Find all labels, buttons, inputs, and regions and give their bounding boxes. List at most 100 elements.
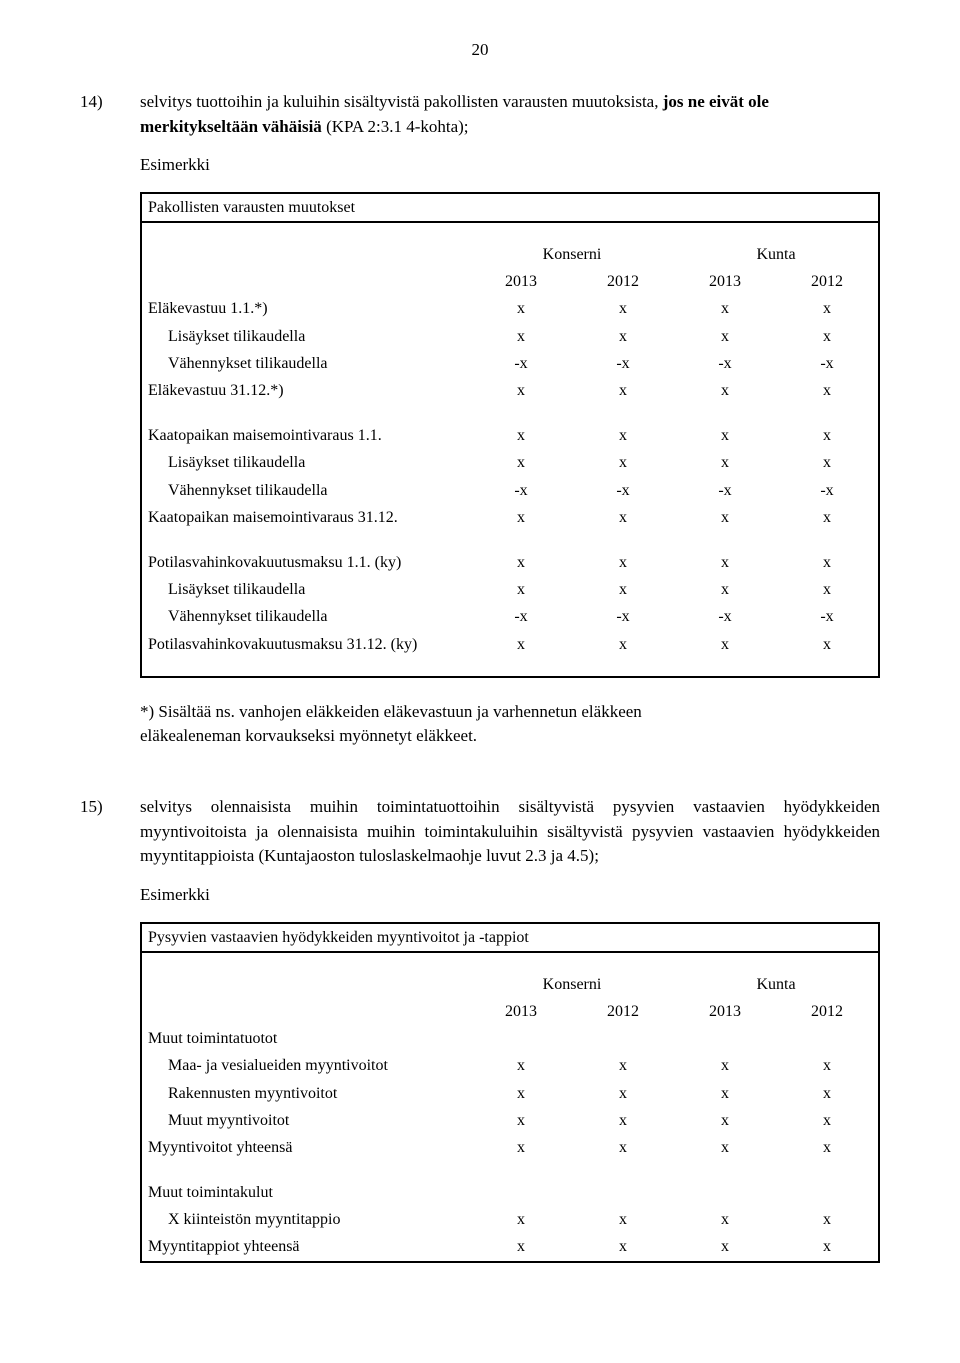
row-val: -x — [572, 477, 674, 504]
table-row: Rakennusten myyntivoitot x x x x — [141, 1080, 879, 1107]
row-val: x — [572, 377, 674, 404]
row-label: Muut myyntivoitot — [141, 1107, 470, 1134]
row-val: x — [674, 295, 776, 322]
row-val: x — [572, 422, 674, 449]
row-val: x — [776, 422, 879, 449]
row-val: -x — [776, 603, 879, 630]
row-val: x — [674, 504, 776, 531]
row-val: -x — [776, 350, 879, 377]
table-row: Potilasvahinkovakuutusmaksu 1.1. (ky) x … — [141, 549, 879, 576]
table-row: Muut toimintakulut — [141, 1179, 879, 1206]
row-val: x — [776, 1080, 879, 1107]
row-val: x — [572, 1206, 674, 1233]
row-val: x — [572, 1134, 674, 1161]
table-15-wrapper: Pysyvien vastaavien hyödykkeiden myyntiv… — [140, 922, 880, 1263]
row-label: X kiinteistön myyntitappio — [141, 1206, 470, 1233]
table-row: Lisäykset tilikaudella x x x x — [141, 449, 879, 476]
section-14-text-pre: selvitys tuottoihin ja kuluihin sisältyv… — [140, 92, 663, 111]
row-label: Vähennykset tilikaudella — [141, 603, 470, 630]
row-val: x — [776, 323, 879, 350]
row-val: x — [776, 549, 879, 576]
row-val: x — [470, 504, 572, 531]
row-val: -x — [674, 350, 776, 377]
table-15-y2: 2012 — [572, 998, 674, 1025]
row-val: x — [470, 1206, 572, 1233]
example-label: Esimerkki — [140, 153, 880, 178]
table-row: Muut myyntivoitot x x x x — [141, 1107, 879, 1134]
table-row: Potilasvahinkovakuutusmaksu 31.12. (ky) … — [141, 631, 879, 658]
table-14-footnote: *) Sisältää ns. vanhojen eläkkeiden eläk… — [140, 700, 880, 749]
row-val: x — [470, 1107, 572, 1134]
table-14-y2: 2012 — [572, 268, 674, 295]
row-val: x — [674, 1080, 776, 1107]
row-val: x — [776, 1134, 879, 1161]
section-14-text: selvitys tuottoihin ja kuluihin sisältyv… — [140, 90, 880, 139]
table-15-y3: 2013 — [674, 998, 776, 1025]
row-val: x — [776, 1233, 879, 1261]
section-15-text: selvitys olennaisista muihin toimintatuo… — [140, 795, 880, 869]
row-val: x — [674, 576, 776, 603]
document-page: 20 14) selvitys tuottoihin ja kuluihin s… — [0, 0, 960, 1363]
table-row: Kaatopaikan maisemointivaraus 31.12. x x… — [141, 504, 879, 531]
row-val: x — [674, 1052, 776, 1079]
table-15: Pysyvien vastaavien hyödykkeiden myyntiv… — [140, 922, 880, 1263]
row-heading: Muut toimintatuotot — [141, 1025, 470, 1052]
table-14-y1: 2013 — [470, 268, 572, 295]
section-14: 14) selvitys tuottoihin ja kuluihin sisä… — [80, 90, 880, 749]
section-14-body: selvitys tuottoihin ja kuluihin sisältyv… — [140, 90, 880, 749]
table-15-group2: Kunta — [674, 971, 879, 998]
row-label: Eläkevastuu 1.1.*) — [141, 295, 470, 322]
row-val: x — [674, 1206, 776, 1233]
row-val: x — [572, 1233, 674, 1261]
row-val: -x — [674, 477, 776, 504]
table-15-title-row: Pysyvien vastaavien hyödykkeiden myyntiv… — [141, 923, 879, 952]
row-label: Vähennykset tilikaudella — [141, 477, 470, 504]
row-val: x — [776, 295, 879, 322]
row-val: x — [470, 1134, 572, 1161]
table-14-y4: 2012 — [776, 268, 879, 295]
row-val: x — [470, 323, 572, 350]
row-val: x — [470, 1052, 572, 1079]
table-14-y3: 2013 — [674, 268, 776, 295]
row-val: x — [776, 576, 879, 603]
table-row: Myyntivoitot yhteensä x x x x — [141, 1134, 879, 1161]
row-label: Lisäykset tilikaudella — [141, 323, 470, 350]
row-val: x — [674, 1107, 776, 1134]
row-val: x — [470, 576, 572, 603]
table-14-group2: Kunta — [674, 241, 879, 268]
row-val: -x — [674, 603, 776, 630]
row-val: x — [470, 422, 572, 449]
row-label: Potilasvahinkovakuutusmaksu 31.12. (ky) — [141, 631, 470, 658]
row-val: x — [470, 1233, 572, 1261]
row-val: -x — [470, 350, 572, 377]
table-row: Kaatopaikan maisemointivaraus 1.1. x x x… — [141, 422, 879, 449]
row-val: x — [674, 449, 776, 476]
table-14-title: Pakollisten varausten muutokset — [141, 193, 879, 222]
row-val: -x — [470, 603, 572, 630]
row-val: x — [776, 449, 879, 476]
row-label: Myyntitappiot yhteensä — [141, 1233, 470, 1261]
row-label: Lisäykset tilikaudella — [141, 576, 470, 603]
row-val: -x — [776, 477, 879, 504]
row-val: x — [674, 631, 776, 658]
row-label: Kaatopaikan maisemointivaraus 31.12. — [141, 504, 470, 531]
table-14-title-row: Pakollisten varausten muutokset — [141, 193, 879, 222]
row-label: Maa- ja vesialueiden myyntivoitot — [141, 1052, 470, 1079]
table-row: Vähennykset tilikaudella -x -x -x -x — [141, 477, 879, 504]
row-val: x — [776, 1107, 879, 1134]
row-val: x — [470, 1080, 572, 1107]
row-label: Kaatopaikan maisemointivaraus 1.1. — [141, 422, 470, 449]
row-val: x — [776, 377, 879, 404]
row-val: x — [776, 631, 879, 658]
row-heading: Muut toimintakulut — [141, 1179, 470, 1206]
table-row: Lisäykset tilikaudella x x x x — [141, 323, 879, 350]
page-number: 20 — [80, 40, 880, 60]
row-val: x — [572, 1052, 674, 1079]
row-val: x — [776, 1052, 879, 1079]
table-row: Vähennykset tilikaudella -x -x -x -x — [141, 350, 879, 377]
row-val: x — [572, 504, 674, 531]
row-val: x — [470, 549, 572, 576]
table-row: Myyntitappiot yhteensä x x x x — [141, 1233, 879, 1261]
row-label: Eläkevastuu 31.12.*) — [141, 377, 470, 404]
row-val: x — [470, 449, 572, 476]
